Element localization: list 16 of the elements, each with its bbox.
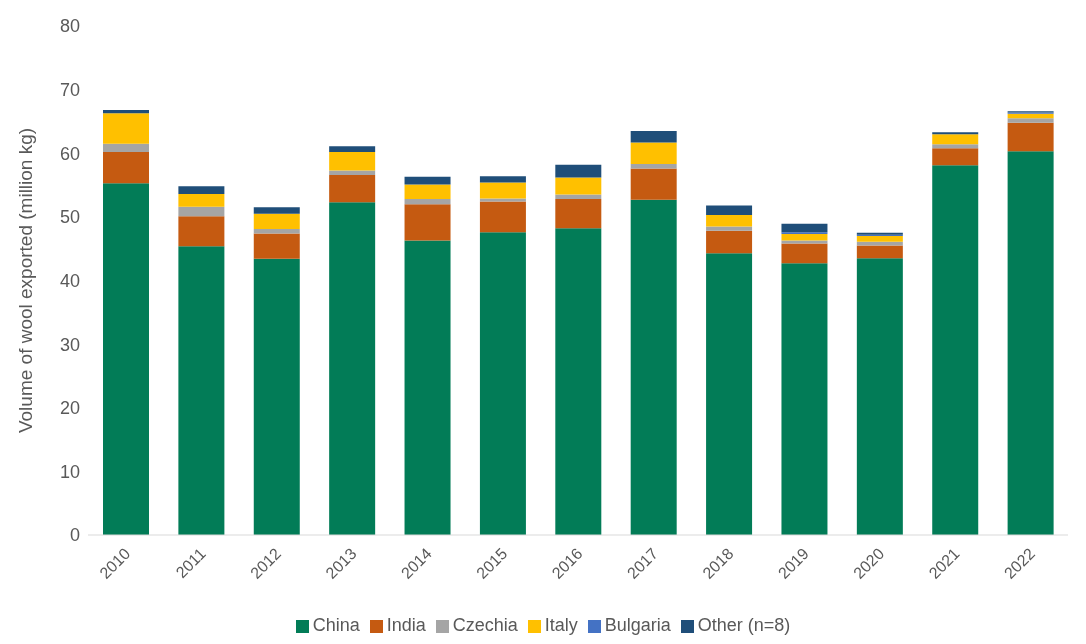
y-tick-label: 0 — [69, 525, 80, 546]
legend-label: Italy — [544, 615, 578, 635]
y-tick-label: 10 — [59, 461, 80, 482]
y-tick-label: 40 — [59, 270, 80, 291]
y-tick-label: 60 — [59, 143, 80, 164]
y-tick-label: 50 — [59, 207, 80, 228]
legend-label: India — [386, 615, 426, 635]
legend-label: China — [312, 615, 360, 635]
y-tick-label: 20 — [59, 398, 80, 419]
legend-label: Czechia — [452, 615, 518, 635]
legend-label: Other (n=8) — [697, 615, 791, 635]
y-tick-label: 70 — [59, 80, 80, 101]
legend-label: Bulgaria — [604, 615, 671, 635]
y-axis-title: Volume of wool exported (million kg) — [14, 127, 36, 434]
y-tick-label: 80 — [59, 16, 80, 37]
y-tick-label: 30 — [59, 334, 80, 355]
